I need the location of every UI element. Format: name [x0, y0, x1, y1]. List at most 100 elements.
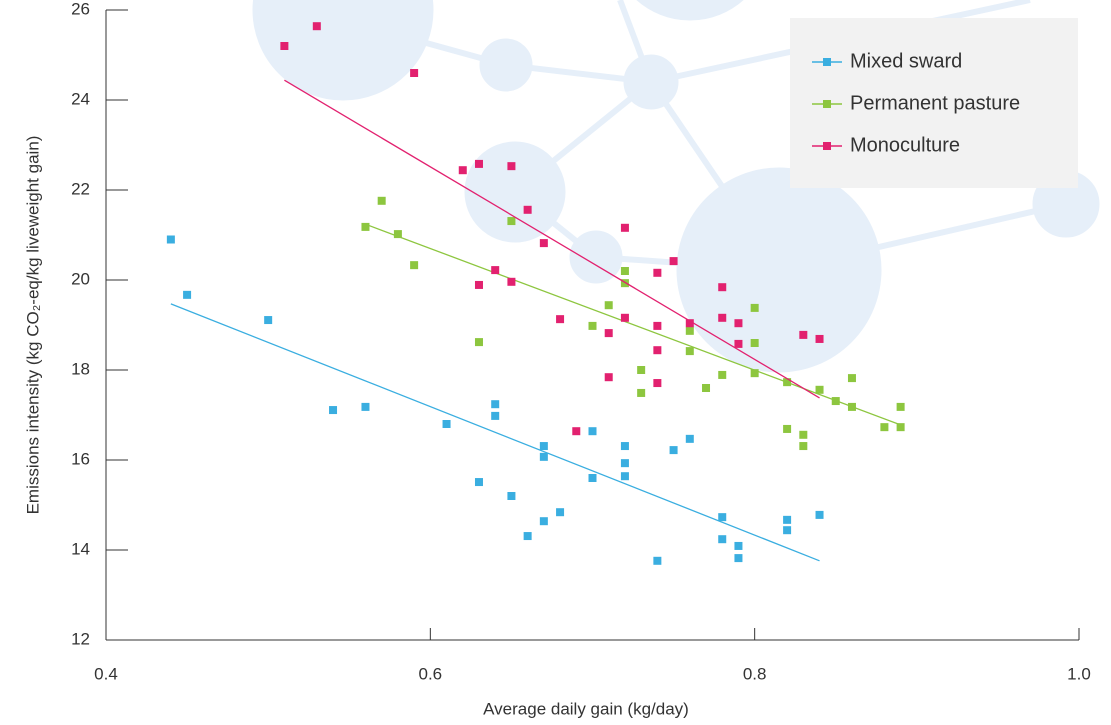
y-tick-label: 22 [71, 179, 90, 198]
point [166, 235, 175, 244]
legend-marker [823, 58, 831, 66]
legend-marker [823, 100, 831, 108]
point [750, 339, 759, 347]
point [556, 315, 565, 324]
point [815, 385, 824, 394]
point [718, 370, 727, 379]
point [847, 402, 856, 411]
point [410, 69, 419, 77]
point [734, 339, 743, 348]
point [393, 230, 402, 239]
point [588, 321, 597, 330]
point [750, 369, 759, 378]
x-tick-label: 0.8 [743, 664, 767, 683]
point [556, 508, 565, 517]
point [491, 266, 500, 275]
point [896, 402, 905, 411]
point [685, 347, 694, 356]
point [653, 556, 662, 565]
point [491, 411, 500, 420]
point [264, 316, 273, 325]
legend-label: Monoculture [850, 134, 960, 156]
point [474, 159, 483, 168]
point [880, 423, 889, 432]
point [815, 510, 824, 519]
y-tick-label: 20 [71, 269, 90, 288]
point [588, 474, 597, 482]
y-tick-label: 16 [71, 449, 90, 468]
point [718, 513, 727, 522]
x-axis-label: Average daily gain (kg/day) [483, 699, 689, 718]
background-decoration [252, 0, 1100, 373]
point [523, 205, 532, 214]
point [361, 222, 370, 231]
point [831, 397, 840, 406]
point [783, 515, 792, 524]
point [734, 319, 743, 328]
y-tick-label: 18 [71, 359, 90, 378]
point [604, 329, 613, 338]
y-tick-label: 24 [71, 89, 90, 108]
point [669, 446, 678, 455]
point [491, 400, 500, 409]
point [620, 223, 629, 232]
point [799, 442, 808, 451]
point [799, 430, 808, 439]
point [507, 217, 516, 226]
legend-marker [823, 142, 831, 150]
point [620, 442, 629, 451]
y-tick-label: 14 [71, 539, 90, 558]
point [507, 492, 516, 500]
point [410, 261, 419, 270]
point [329, 406, 338, 415]
point [685, 434, 694, 443]
point [539, 239, 548, 248]
point [539, 452, 548, 461]
point [718, 313, 727, 322]
point [280, 42, 289, 50]
point [572, 427, 581, 436]
point [702, 384, 711, 392]
point [653, 346, 662, 355]
point [653, 321, 662, 330]
point [620, 313, 629, 322]
point [750, 303, 759, 312]
point [458, 166, 467, 175]
point [474, 338, 483, 347]
point [604, 301, 613, 310]
point [474, 280, 483, 289]
point [799, 330, 808, 339]
y-tick-label: 12 [71, 629, 90, 648]
point [718, 535, 727, 544]
legend-label: Permanent pasture [850, 92, 1020, 114]
x-tick-label: 1.0 [1067, 664, 1091, 683]
point [539, 517, 548, 526]
point [637, 366, 646, 374]
point [734, 541, 743, 550]
y-axis-label: Emissions intensity (kg CO₂-eq/kg livewe… [23, 136, 42, 515]
x-tick-label: 0.4 [94, 664, 118, 683]
legend-box [790, 18, 1078, 188]
point [604, 373, 613, 382]
point [669, 257, 678, 266]
point [637, 388, 646, 397]
point [620, 459, 629, 468]
point [718, 283, 727, 292]
axes [105, 10, 1079, 641]
trend-line [365, 223, 901, 426]
point [442, 420, 451, 428]
trend-line [170, 303, 820, 562]
point [507, 162, 516, 171]
point [734, 554, 743, 563]
point [896, 423, 905, 432]
point [312, 22, 321, 31]
point [815, 334, 824, 343]
point [620, 472, 629, 481]
point [653, 379, 662, 388]
point [620, 267, 629, 275]
point [539, 442, 548, 451]
legend: Mixed sward Permanent pasture Monoculture [812, 50, 1020, 156]
x-tick-label: 0.6 [419, 664, 443, 683]
point [783, 526, 792, 535]
point [620, 279, 629, 288]
